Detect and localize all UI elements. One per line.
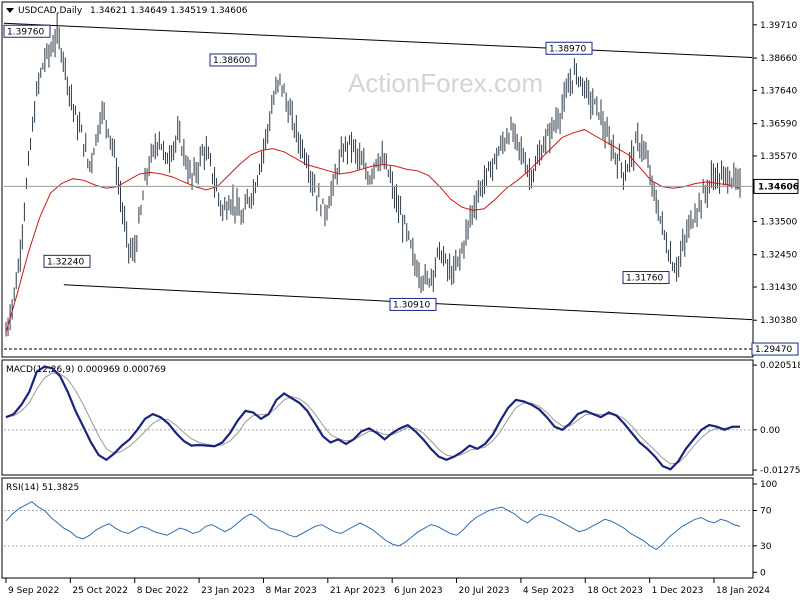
rsi-line xyxy=(5,501,741,551)
macd-line xyxy=(5,365,740,471)
macd-title: MACD(12,26,9) 0.000969 0.000769 xyxy=(6,365,166,375)
last-price-box xyxy=(753,178,799,194)
xtick-label: 4 Sep 2023 xyxy=(523,586,574,596)
price-pane-frame xyxy=(1,1,754,358)
price-annotation-box xyxy=(209,53,257,67)
price-annotation-label: 1.30910 xyxy=(393,300,430,310)
rsi-ytick-label: 100 xyxy=(760,480,777,490)
price-annotation-label: 1.39760 xyxy=(7,27,44,37)
price-ytick-label: 1.30380 xyxy=(760,316,797,326)
trendline-upper-channel xyxy=(3,22,753,58)
price-annotation-box xyxy=(545,41,593,55)
watermark: ActionForex.com xyxy=(348,68,543,98)
rsi-title: RSI(14) 51.3825 xyxy=(6,483,79,493)
price-ytick-label: 1.38660 xyxy=(760,54,797,64)
macd-ytick-label: 0.00 xyxy=(760,426,780,436)
price-annotation-label: 1.31760 xyxy=(626,274,663,284)
xtick-label: 18 Oct 2023 xyxy=(587,586,643,596)
price-annotation-label: 1.38970 xyxy=(549,44,586,54)
xtick-label: 20 Jul 2023 xyxy=(459,586,510,596)
xtick-label: 9 Sep 2022 xyxy=(8,586,59,596)
last-price-label: 1.34606 xyxy=(758,182,799,192)
price-ytick-label: 1.35570 xyxy=(760,152,797,162)
xtick-label: 18 Jan 2024 xyxy=(716,586,770,596)
xtick-label: 25 Oct 2022 xyxy=(72,586,128,596)
rsi-ytick-label: 30 xyxy=(760,542,772,552)
axis-layer: 1.39710 1.38660 1.37640 1.36590 1.35570 1.335… xyxy=(5,21,800,596)
price-ytick-label: 1.36590 xyxy=(760,120,797,130)
price-annotation-box xyxy=(389,297,437,311)
xtick-label: 8 Dec 2022 xyxy=(137,586,189,596)
price-ytick-label: 1.32450 xyxy=(760,251,797,261)
rsi-ytick-label: 70 xyxy=(760,506,772,516)
price-annotation-box xyxy=(3,24,51,38)
macd-ytick-label: 0.020518 xyxy=(760,361,800,371)
xtick-label: 21 Apr 2023 xyxy=(330,586,386,596)
xtick-label: 8 Mar 2023 xyxy=(265,586,316,596)
macd-pane-frame xyxy=(1,359,754,476)
price-ytick-label: 1.37640 xyxy=(760,86,797,96)
price-annotation-label: 1.29470 xyxy=(755,345,792,355)
xtick-label: 23 Jan 2023 xyxy=(201,586,255,596)
header: USDCAD,Daily 1.34621 1.34649 1.34519 1.3… xyxy=(6,6,248,16)
price-ytick-label: 1.39710 xyxy=(760,21,797,31)
price-ytick-label: 1.33500 xyxy=(760,217,797,227)
price-annotation-box xyxy=(43,254,91,268)
macd-layer xyxy=(4,365,752,471)
rsi-layer xyxy=(4,501,752,551)
xtick-label: 6 Jun 2023 xyxy=(394,586,442,596)
xtick-label: 1 Dec 2023 xyxy=(652,586,704,596)
price-ytick-label: 1.31430 xyxy=(760,283,797,293)
dropdown-triangle-icon xyxy=(6,8,14,13)
price-annotation-box xyxy=(622,271,670,285)
rsi-pane-frame xyxy=(1,477,754,579)
rsi-ytick-label: 0 xyxy=(760,568,766,578)
ohlc-label: 1.34621 1.34649 1.34519 1.34606 xyxy=(90,6,248,16)
price-annotation-box xyxy=(751,342,799,356)
price-annotation-label: 1.38600 xyxy=(213,56,250,66)
macd-ytick-label: -0.012755 xyxy=(760,466,800,476)
price-annotation-label: 1.32240 xyxy=(47,257,84,267)
moving-average-line xyxy=(5,129,741,333)
symbol-label: USDCAD,Daily xyxy=(18,6,83,16)
price-layer: 1.39760 1.38600 1.38970 1.32240 1.30910 1.317… xyxy=(3,13,799,356)
